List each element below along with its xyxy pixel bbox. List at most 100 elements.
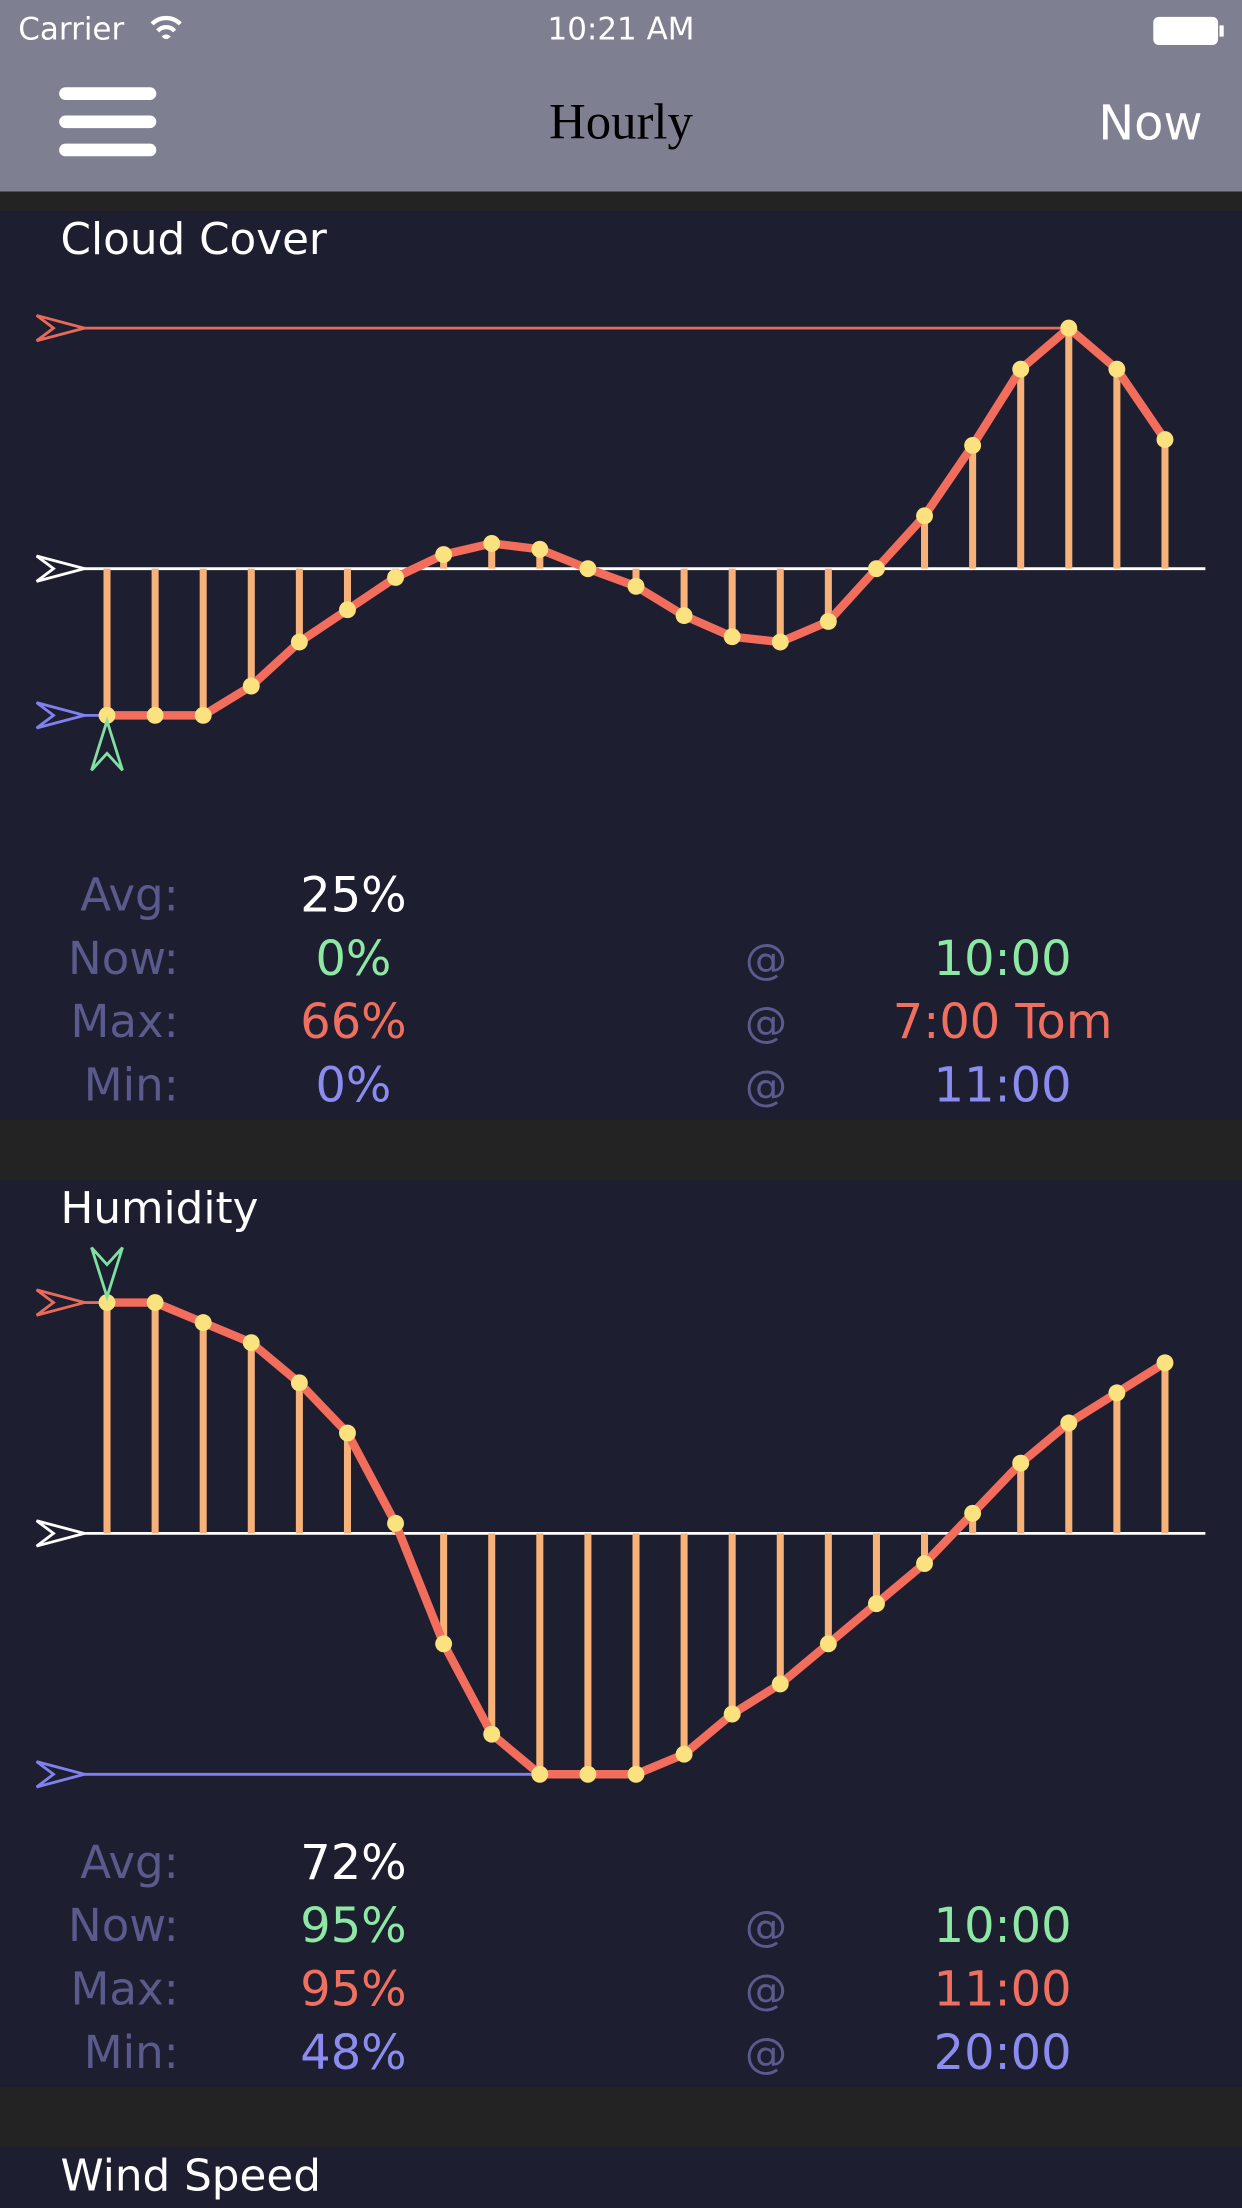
data-point (627, 577, 645, 595)
data-point (483, 1725, 501, 1743)
stat-time: 11:00 (934, 1963, 1072, 2018)
wifi-icon (150, 15, 182, 40)
data-point (242, 1334, 260, 1352)
data-point (1156, 431, 1174, 449)
data-point (675, 607, 693, 625)
panel-title: Cloud Cover (61, 214, 327, 265)
data-point (1012, 360, 1030, 378)
nav-bar (0, 0, 1242, 192)
stat-time: 20:00 (934, 2026, 1072, 2081)
data-point (916, 1555, 933, 1572)
panel (0, 211, 1242, 1120)
panel (0, 1180, 1242, 2087)
stat-label: Max: (71, 995, 179, 1048)
data-point (771, 1675, 789, 1693)
stat-at: @ (745, 1965, 787, 2014)
data-point (723, 628, 741, 646)
data-point (194, 706, 212, 724)
data-point (1012, 1454, 1030, 1472)
data-point (435, 546, 453, 564)
data-point (964, 1504, 982, 1522)
data-point (290, 1374, 308, 1392)
nav-title: Hourly (549, 93, 693, 149)
stat-at: @ (745, 1902, 787, 1951)
panel (0, 2147, 1242, 2208)
data-point (916, 507, 933, 525)
data-point (867, 1595, 885, 1613)
marker-arrow (35, 1288, 90, 1317)
data-point (1060, 319, 1078, 337)
data-point (98, 706, 116, 724)
data-point (579, 1765, 597, 1783)
data-point (146, 706, 164, 724)
data-point (819, 1635, 837, 1653)
data-point (483, 534, 501, 552)
stat-at: @ (745, 2028, 787, 2077)
stat-value: 25% (300, 868, 406, 923)
data-point (194, 1314, 212, 1332)
data-point (1060, 1414, 1078, 1432)
data-point (339, 601, 356, 619)
data-point (531, 1765, 549, 1783)
data-point (387, 1514, 405, 1532)
marker-arrow (35, 1519, 90, 1548)
data-point (964, 437, 982, 454)
data-point (339, 1424, 356, 1442)
data-point (1108, 360, 1126, 378)
stat-at: @ (745, 934, 787, 983)
panel-title: Humidity (61, 1183, 259, 1234)
data-point (435, 1635, 453, 1653)
data-point (867, 560, 885, 578)
marker-arrow (35, 701, 90, 730)
data-point (98, 1294, 116, 1311)
battery (1153, 16, 1219, 46)
data-point (1156, 1354, 1174, 1372)
stat-at: @ (745, 998, 787, 1047)
menu-bar (59, 143, 157, 157)
stat-value: 0% (315, 932, 391, 987)
stat-label: Avg: (80, 1836, 179, 1889)
stat-time: 10:00 (934, 1899, 1072, 1954)
marker-arrow (90, 716, 124, 772)
stat-time: 7:00 Tom (893, 995, 1113, 1050)
panel-title: Wind Speed (61, 2150, 321, 2201)
data-point (723, 1705, 741, 1723)
stat-value: 0% (315, 1059, 391, 1114)
carrier: Carrier (18, 11, 124, 47)
marker-arrow (35, 554, 90, 583)
stat-time: 11:00 (934, 1059, 1072, 1114)
stat-at: @ (745, 1061, 787, 1110)
stat-label: Now: (68, 1899, 179, 1952)
marker-arrow (35, 1760, 90, 1789)
data-point (675, 1745, 693, 1763)
stat-label: Max: (71, 1963, 179, 2016)
stat-value: 66% (300, 995, 406, 1050)
data-point (579, 560, 597, 578)
marker-arrow (90, 1246, 124, 1302)
data-point (771, 633, 789, 651)
data-point (242, 677, 260, 695)
stat-label: Now: (68, 932, 179, 985)
stat-value: 72% (300, 1836, 406, 1891)
marker-arrow (35, 314, 90, 343)
stat-time: 10:00 (934, 932, 1072, 987)
clock: 10:21 AM (547, 11, 694, 47)
now-button[interactable]: Now (1098, 97, 1202, 152)
data-point (146, 1294, 164, 1311)
menu-button[interactable] (59, 87, 157, 157)
data-point (290, 633, 308, 651)
data-point (1108, 1384, 1126, 1402)
stat-label: Min: (84, 2026, 179, 2079)
stat-value: 95% (300, 1963, 406, 2018)
menu-bar (59, 87, 157, 100)
data-point (819, 613, 837, 630)
data-point (387, 569, 405, 586)
stat-value: 48% (300, 2026, 406, 2081)
stat-label: Min: (84, 1059, 179, 1112)
battery-tip (1219, 25, 1224, 37)
data-point (531, 540, 549, 558)
menu-bar (59, 115, 157, 129)
data-point (627, 1765, 645, 1783)
